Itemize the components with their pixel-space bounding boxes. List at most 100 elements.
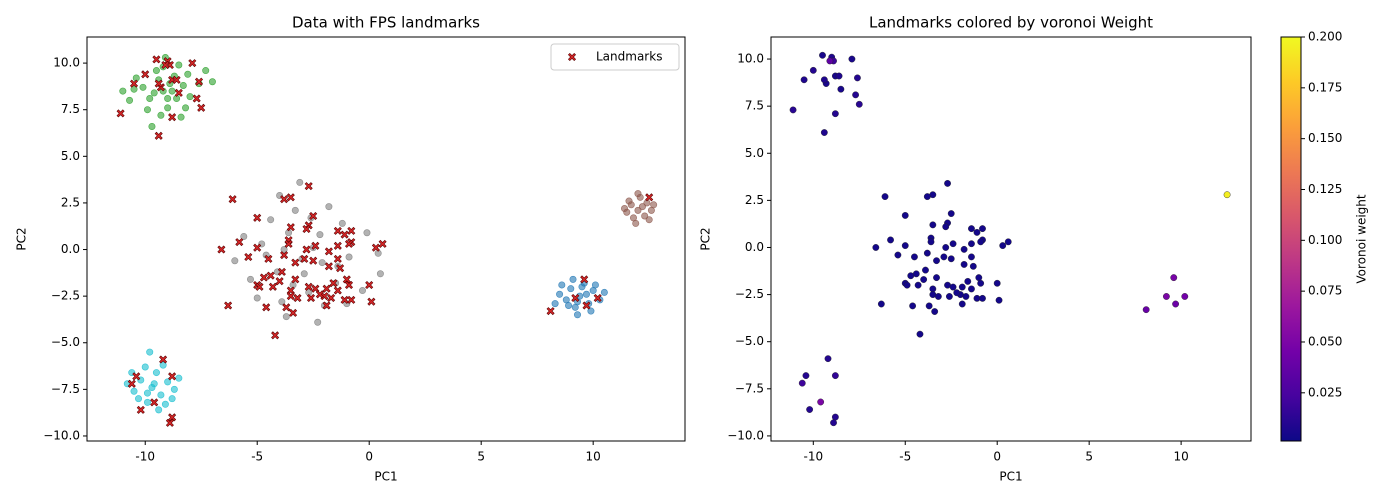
landmark-point xyxy=(854,74,861,82)
landmark-point xyxy=(1163,293,1170,300)
landmark-point xyxy=(830,419,837,427)
landmark-point xyxy=(914,281,922,289)
landmark-marker xyxy=(194,77,204,86)
y-tick-label: −10.0 xyxy=(727,428,764,442)
data-point xyxy=(159,361,167,369)
colorbar-label: Voronoi weight xyxy=(1355,194,1369,283)
landmark-point xyxy=(949,240,957,248)
data-point xyxy=(202,67,210,75)
data-point xyxy=(186,93,194,101)
landmark-point xyxy=(820,129,828,136)
x-tick-label: 10 xyxy=(586,450,601,464)
landmark-marker xyxy=(315,290,324,299)
landmark-point xyxy=(922,266,929,274)
landmark-marker xyxy=(365,280,374,290)
data-point xyxy=(164,95,172,103)
legend-label: Landmarks xyxy=(596,50,662,64)
landmark-marker xyxy=(174,88,183,97)
landmark-marker xyxy=(286,286,295,295)
landmark-point xyxy=(979,294,986,302)
data-point xyxy=(152,67,160,75)
landmark-point xyxy=(964,277,972,285)
data-point xyxy=(164,378,172,386)
data-point xyxy=(130,387,138,395)
landmark-marker xyxy=(327,293,336,303)
landmark-point xyxy=(960,261,968,268)
landmark-point xyxy=(835,72,843,80)
data-point xyxy=(638,203,646,211)
data-point xyxy=(157,111,165,119)
landmark-marker xyxy=(266,271,275,280)
landmark-marker xyxy=(289,308,298,317)
chart-title: Landmarks colored by voronoi Weight xyxy=(869,14,1153,32)
colorbar-tick-label: 0.175 xyxy=(1308,80,1342,94)
landmark-marker xyxy=(268,282,277,291)
y-axis-label: PC2 xyxy=(699,227,713,250)
landmark-point xyxy=(916,330,924,338)
data-point xyxy=(314,318,322,326)
landmark-point xyxy=(934,293,942,300)
landmark-marker xyxy=(253,213,262,222)
data-point xyxy=(376,270,384,278)
landmark-marker xyxy=(302,224,311,234)
landmark-point xyxy=(1172,300,1179,308)
landmark-point xyxy=(831,372,839,380)
landmark-point xyxy=(831,110,839,118)
landmark-marker xyxy=(645,193,654,202)
landmark-point xyxy=(977,279,985,287)
data-point xyxy=(143,398,151,406)
landmark-marker xyxy=(280,251,289,260)
landmark-marker xyxy=(340,230,349,239)
data-point xyxy=(621,205,629,213)
data-point xyxy=(168,87,176,95)
data-point xyxy=(157,391,165,399)
colorbar-tick-label: 0.100 xyxy=(1308,233,1342,247)
landmark-point xyxy=(911,253,918,261)
data-point xyxy=(641,212,649,220)
y-tick-label: 2.5 xyxy=(745,193,764,207)
landmark-marker xyxy=(304,182,313,191)
landmark-marker xyxy=(304,282,313,291)
y-tick-label: 2.5 xyxy=(61,195,80,209)
landmark-marker xyxy=(159,355,168,364)
data-point xyxy=(119,87,127,95)
landmark-point xyxy=(877,300,885,308)
data-point xyxy=(291,206,299,214)
data-point xyxy=(625,197,633,205)
landmark-point xyxy=(942,244,950,251)
landmark-marker xyxy=(300,254,309,263)
data-point xyxy=(363,229,371,237)
data-point xyxy=(345,253,353,261)
landmark-point xyxy=(929,221,937,229)
data-point xyxy=(141,363,149,371)
landmark-point xyxy=(909,302,917,310)
landmark-point xyxy=(933,274,940,282)
data-point xyxy=(184,70,192,78)
colorbar-tick-label: 0.200 xyxy=(1308,30,1342,44)
landmark-marker xyxy=(152,55,161,64)
landmark-point xyxy=(789,106,797,114)
landmark-marker xyxy=(132,372,141,381)
landmark-point xyxy=(852,91,859,99)
x-tick-label: 5 xyxy=(477,450,485,464)
landmark-point xyxy=(968,225,975,233)
chart-title: Data with FPS landmarks xyxy=(292,14,480,32)
data-point xyxy=(182,104,190,112)
landmark-point xyxy=(802,372,810,380)
landmark-marker xyxy=(333,226,342,235)
landmark-marker xyxy=(275,277,284,286)
landmark-point xyxy=(798,379,806,387)
landmark-point xyxy=(953,289,961,297)
landmark-point xyxy=(969,262,977,270)
y-axis-label: PC2 xyxy=(15,227,29,250)
landmark-marker xyxy=(309,256,318,265)
landmark-marker xyxy=(311,241,320,250)
data-point xyxy=(267,216,275,224)
data-point xyxy=(231,257,239,265)
landmark-point xyxy=(1181,293,1189,300)
legend-marker xyxy=(567,52,577,62)
landmark-point xyxy=(929,285,937,293)
landmark-marker xyxy=(309,211,318,221)
landmark-marker xyxy=(286,292,295,301)
y-tick-label: 7.5 xyxy=(745,99,764,113)
